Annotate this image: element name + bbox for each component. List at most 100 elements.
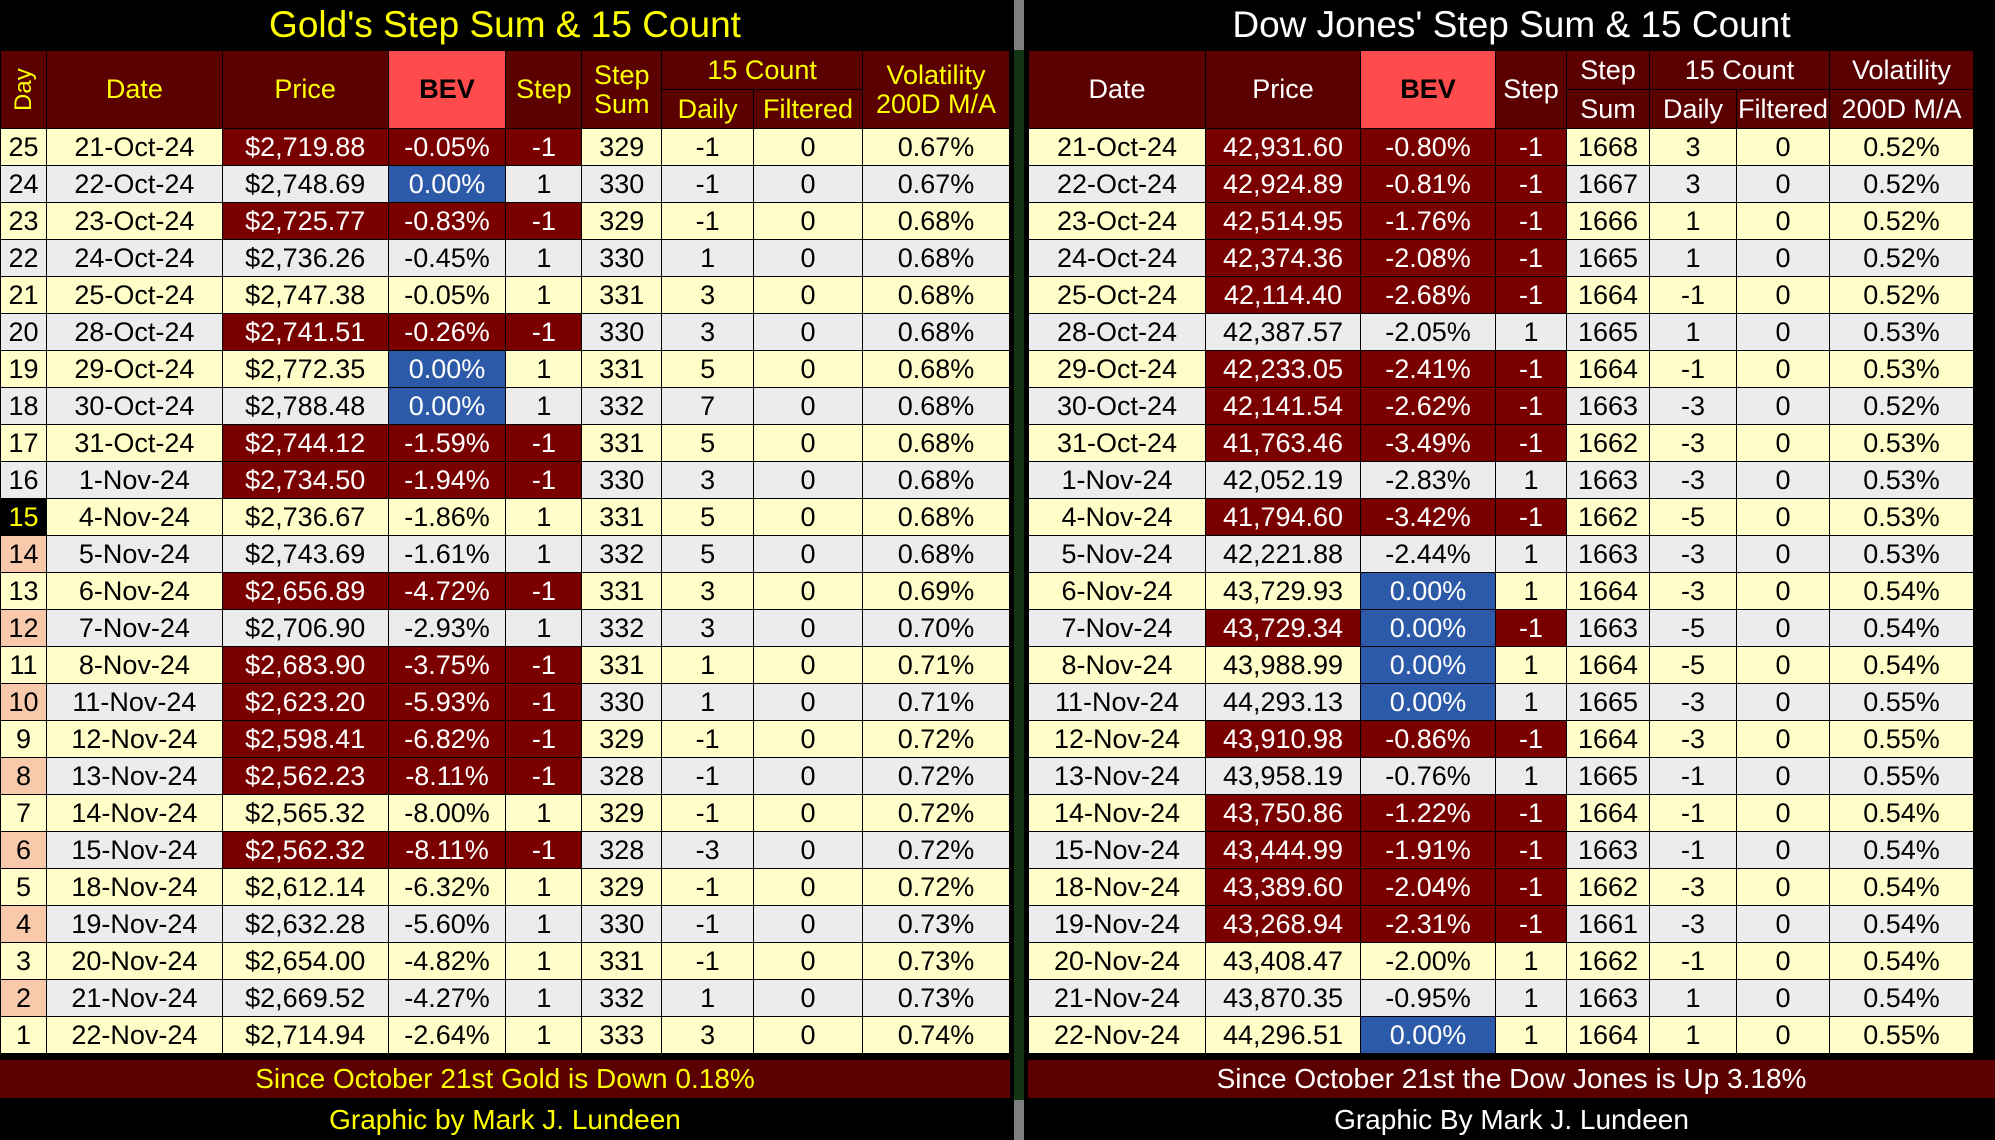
bev-cell: -2.44% <box>1360 535 1496 573</box>
vol-cell: 0.54% <box>1829 979 1974 1017</box>
filtered-cell: 0 <box>753 979 864 1017</box>
daily-cell: -3 <box>1649 535 1737 573</box>
daily-cell: -3 <box>1649 461 1737 499</box>
vol-cell: 0.53% <box>1829 350 1974 388</box>
date-cell: 13-Nov-24 <box>45 757 223 795</box>
filtered-cell: 0 <box>1736 202 1830 240</box>
dow-panel: Dow Jones' Step Sum & 15 Count Date Pric… <box>1028 0 1995 1140</box>
bev-cell: 0.00% <box>1360 1016 1496 1054</box>
bev-cell: -0.76% <box>1360 757 1496 795</box>
vol-cell: 0.53% <box>1829 313 1974 351</box>
filtered-cell: 0 <box>753 461 864 499</box>
sum-cell: 328 <box>581 757 663 795</box>
price-cell: 44,293.13 <box>1205 683 1361 721</box>
sum-cell: 332 <box>581 979 663 1017</box>
step-cell: -1 <box>505 202 583 240</box>
step-cell: 1 <box>505 979 583 1017</box>
vol-cell: 0.55% <box>1829 720 1974 758</box>
filtered-cell: 0 <box>753 720 864 758</box>
step-cell: 1 <box>505 350 583 388</box>
price-cell: 43,750.86 <box>1205 794 1361 832</box>
date-cell: 7-Nov-24 <box>45 609 223 647</box>
price-cell: $2,725.77 <box>221 202 389 240</box>
step-cell: 1 <box>505 905 583 943</box>
bev-cell: 0.00% <box>387 387 507 425</box>
table-row: 23-Oct-24 42,514.95 -1.76% -1 1666 1 0 0.52% <box>1028 202 1974 240</box>
day-cell: 21 <box>0 276 47 314</box>
table-row: 5 18-Nov-24 $2,612.14 -6.32% 1 329 -1 0 0.72% <box>0 868 1010 906</box>
table-row: 11-Nov-24 44,293.13 0.00% 1 1665 -3 0 0.55% <box>1028 683 1974 721</box>
vol-cell: 0.71% <box>862 646 1010 684</box>
date-cell: 6-Nov-24 <box>1028 572 1206 610</box>
table-row: 1 22-Nov-24 $2,714.94 -2.64% 1 333 3 0 0.74% <box>0 1016 1010 1054</box>
sum-cell: 1664 <box>1566 646 1650 684</box>
price-cell: 42,514.95 <box>1205 202 1361 240</box>
step-cell: 1 <box>1495 979 1567 1017</box>
daily-cell: 1 <box>661 646 755 684</box>
step-cell: 1 <box>505 942 583 980</box>
price-cell: $2,788.48 <box>221 387 389 425</box>
step-cell: -1 <box>1495 350 1567 388</box>
vol-cell: 0.54% <box>1829 868 1974 906</box>
daily-cell: -1 <box>1649 942 1737 980</box>
date-cell: 6-Nov-24 <box>45 572 223 610</box>
date-cell: 21-Nov-24 <box>45 979 223 1017</box>
filtered-cell: 0 <box>753 646 864 684</box>
date-cell: 4-Nov-24 <box>1028 498 1206 536</box>
date-cell: 28-Oct-24 <box>45 313 223 351</box>
daily-cell: 1 <box>1649 979 1737 1017</box>
daily-cell: 1 <box>661 239 755 277</box>
price-cell: 42,924.89 <box>1205 165 1361 203</box>
vol-cell: 0.52% <box>1829 202 1974 240</box>
filtered-cell: 0 <box>1736 646 1830 684</box>
daily-cell: 3 <box>661 1016 755 1054</box>
price-cell: 44,296.51 <box>1205 1016 1361 1054</box>
step-cell: 1 <box>1495 683 1567 721</box>
date-cell: 1-Nov-24 <box>1028 461 1206 499</box>
daily-cell: 5 <box>661 424 755 462</box>
gold-credit: Graphic by Mark J. Lundeen <box>0 1100 1010 1140</box>
dow-title: Dow Jones' Step Sum & 15 Count <box>1232 4 1791 45</box>
filtered-cell: 0 <box>753 498 864 536</box>
sum-cell: 1662 <box>1566 868 1650 906</box>
filtered-cell: 0 <box>1736 831 1830 869</box>
day-cell: 24 <box>0 165 47 203</box>
filtered-cell: 0 <box>753 572 864 610</box>
price-cell: 42,387.57 <box>1205 313 1361 351</box>
daily-cell: -3 <box>1649 572 1737 610</box>
bev-cell: 0.00% <box>1360 609 1496 647</box>
sum-cell: 1665 <box>1566 757 1650 795</box>
date-cell: 31-Oct-24 <box>1028 424 1206 462</box>
step-cell: 1 <box>505 498 583 536</box>
daily-cell: -1 <box>661 720 755 758</box>
vol-cell: 0.70% <box>862 609 1010 647</box>
vol-cell: 0.68% <box>862 239 1010 277</box>
table-row: 14 5-Nov-24 $2,743.69 -1.61% 1 332 5 0 0.68% <box>0 535 1010 573</box>
table-row: 24 22-Oct-24 $2,748.69 0.00% 1 330 -1 0 0.67% <box>0 165 1010 203</box>
bev-cell: -1.94% <box>387 461 507 499</box>
date-cell: 22-Nov-24 <box>1028 1016 1206 1054</box>
date-cell: 29-Oct-24 <box>1028 350 1206 388</box>
daily-cell: 3 <box>1649 128 1737 166</box>
date-cell: 7-Nov-24 <box>1028 609 1206 647</box>
day-cell: 6 <box>0 831 47 869</box>
day-cell: 25 <box>0 128 47 166</box>
bev-cell: -1.76% <box>1360 202 1496 240</box>
sum-cell: 1663 <box>1566 535 1650 573</box>
table-row: 12-Nov-24 43,910.98 -0.86% -1 1664 -3 0 0.55% <box>1028 720 1974 758</box>
table-row: 25-Oct-24 42,114.40 -2.68% -1 1664 -1 0 0.52% <box>1028 276 1974 314</box>
dow-summary: Since October 21st the Dow Jones is Up 3… <box>1028 1060 1995 1098</box>
day-cell: 23 <box>0 202 47 240</box>
filtered-cell: 0 <box>1736 276 1830 314</box>
step-cell: -1 <box>1495 498 1567 536</box>
filtered-cell: 0 <box>753 165 864 203</box>
bev-cell: -1.22% <box>1360 794 1496 832</box>
table-row: 2 21-Nov-24 $2,669.52 -4.27% 1 332 1 0 0.73% <box>0 979 1010 1017</box>
day-cell: 15 <box>0 498 47 536</box>
step-cell: -1 <box>1495 794 1567 832</box>
daily-cell: 1 <box>661 683 755 721</box>
bev-cell: -1.61% <box>387 535 507 573</box>
step-cell: 1 <box>505 1016 583 1054</box>
bev-cell: -3.42% <box>1360 498 1496 536</box>
sum-cell: 330 <box>581 313 663 351</box>
